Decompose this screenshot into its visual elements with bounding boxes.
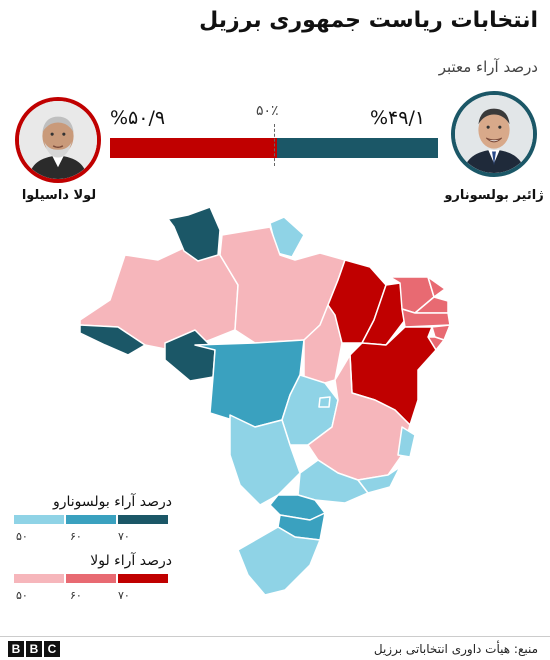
state-ES — [397, 426, 416, 458]
bolsonaro-tick-70: ۷۰ — [118, 530, 130, 543]
state-RJ — [357, 466, 401, 494]
lula-percent: %۵۰/۹ — [110, 107, 166, 129]
bolsonaro-name: ژائیر بولسونارو — [444, 188, 544, 203]
midpoint-line — [274, 124, 275, 166]
bolsonaro-legend-swatches — [14, 515, 174, 524]
lula-legend-title: درصد آراء لولا — [90, 553, 172, 569]
footer-divider — [0, 636, 550, 637]
lula-name: لولا داسیلوا — [21, 188, 97, 203]
state-RR — [167, 206, 221, 262]
page-title: انتخابات ریاست جمهوری برزیل — [199, 8, 538, 33]
lula-legend-swatches — [14, 574, 174, 583]
lula-swatch-70 — [118, 574, 168, 583]
state-RN — [427, 276, 446, 298]
bolsonaro-tick-60: ۶۰ — [70, 530, 82, 543]
bolsonaro-bar-segment — [276, 138, 438, 158]
vote-share-bar — [110, 138, 438, 158]
lula-swatch-60 — [66, 574, 116, 583]
bbc-logo-letter: B — [8, 641, 24, 657]
bbc-logo-letter: C — [44, 641, 60, 657]
lula-swatch-50 — [14, 574, 64, 583]
lula-bar-segment — [110, 138, 277, 158]
state-AC — [79, 324, 146, 356]
lula-tick-60: ۶۰ — [70, 589, 82, 602]
bolsonaro-legend: درصد آراء بولسونارو ۵۰ ۶۰ ۷۰ — [14, 494, 174, 546]
bbc-logo-letter: B — [26, 641, 42, 657]
lula-tick-50: ۵۰ — [16, 589, 28, 602]
midpoint-label: ۵۰٪ — [256, 103, 279, 119]
bolsonaro-swatch-70 — [118, 515, 168, 524]
state-DF — [318, 396, 331, 408]
bbc-logo: B B C — [8, 641, 60, 657]
bolsonaro-swatch-50 — [14, 515, 64, 524]
brazil-state-map — [79, 206, 451, 596]
bolsonaro-swatch-60 — [66, 515, 116, 524]
lula-legend-ticks: ۵۰ ۶۰ ۷۰ — [14, 589, 174, 605]
bolsonaro-legend-title: درصد آراء بولسونارو — [52, 494, 172, 510]
bolsonaro-legend-ticks: ۵۰ ۶۰ ۷۰ — [14, 530, 174, 546]
state-MS — [229, 414, 301, 506]
bolsonaro-portrait-icon — [451, 91, 537, 177]
bolsonaro-percent: %۴۹/۱ — [370, 107, 426, 129]
lula-legend: درصد آراء لولا ۵۰ ۶۰ ۷۰ — [14, 553, 174, 605]
lula-portrait-icon — [15, 97, 101, 183]
page-subtitle: درصد آراء معتبر — [438, 58, 538, 76]
lula-tick-70: ۷۰ — [118, 589, 130, 602]
bolsonaro-tick-50: ۵۰ — [16, 530, 28, 543]
state-RS — [237, 526, 321, 596]
source-note: منبع: هیأت داوری انتخاباتی برزیل — [373, 642, 538, 656]
state-PE — [401, 308, 451, 328]
